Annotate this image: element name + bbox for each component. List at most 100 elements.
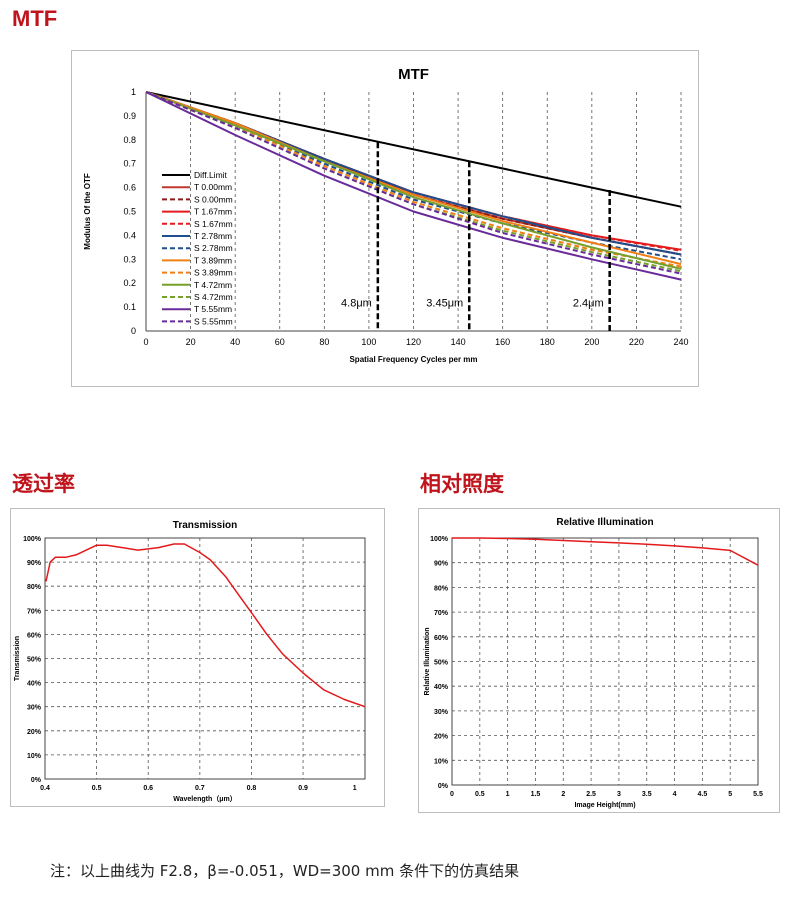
series-line (45, 543, 366, 708)
x-tick-label: 0.9 (298, 785, 308, 792)
x-tick-label: 80 (319, 337, 329, 347)
series-line (145, 91, 682, 281)
legend-label: S 5.55mm (194, 316, 233, 326)
legend-label: T 2.78mm (194, 231, 232, 241)
legend-label: S 4.72mm (194, 292, 233, 302)
y-tick-label: 100% (23, 536, 42, 543)
relative-illumination-chart: Relative Illumination 0 0.5 1 1.5 2 2.5 3 3.5 4 4.… (418, 508, 780, 813)
x-tick-label: 0.5 (92, 785, 102, 792)
y-tick-label: 50% (434, 660, 449, 667)
legend-label: T 0.00mm (194, 182, 232, 192)
x-tick-label: 1 (353, 785, 357, 792)
y-axis-label: Transmission (14, 636, 21, 681)
x-tick-label: 5 (728, 791, 732, 798)
legend-label: T 4.72mm (194, 280, 232, 290)
y-tick-label: 1 (131, 87, 136, 97)
x-tick-label: 160 (495, 337, 510, 347)
y-tick-label: 90% (27, 560, 42, 567)
x-tick-label: 0 (143, 337, 148, 347)
x-tick-label: 3 (617, 791, 621, 798)
y-tick-label: 0.2 (123, 278, 136, 288)
x-tick-label: 100 (361, 337, 376, 347)
x-tick-label: 180 (540, 337, 555, 347)
x-axis-label: Wavelength（μm） (173, 795, 237, 803)
y-tick-label: 90% (434, 561, 449, 568)
y-axis-label: Modulus Of the OTF (83, 173, 92, 250)
frequency-marker-label: 3.45μm (426, 297, 463, 309)
x-tick-label: 0.6 (143, 785, 153, 792)
chart-title: Transmission (173, 520, 237, 531)
x-axis-label: Spatial Frequency Cycles per mm (349, 355, 477, 364)
y-tick-label: 30% (27, 705, 42, 712)
legend-label: S 1.67mm (194, 219, 233, 229)
mtf-chart-canvas: MTF 0 20 40 60 80 100 120 140 160 180 200 220 240 0 0.1… (83, 66, 689, 364)
x-tick-label: 20 (186, 337, 196, 347)
y-tick-label: 10% (434, 758, 449, 765)
y-tick-label: 30% (434, 709, 449, 716)
y-tick-label: 40% (434, 684, 449, 691)
x-tick-label: 0.5 (475, 791, 485, 798)
x-tick-label: 3.5 (642, 791, 652, 798)
relative-illumination-chart-canvas: Relative Illumination 0 0.5 1 1.5 2 2.5 3 3.5 4 4.… (424, 517, 763, 809)
series-line (145, 91, 682, 208)
x-tick-label: 40 (230, 337, 240, 347)
legend-label: T 5.55mm (194, 304, 232, 314)
y-tick-label: 20% (27, 729, 42, 736)
legend-label: S 2.78mm (194, 243, 233, 253)
y-tick-label: 10% (27, 753, 42, 760)
y-tick-label: 0 (131, 326, 136, 336)
plot-border (451, 537, 759, 786)
x-tick-label: 4.5 (697, 791, 707, 798)
chart-title: MTF (398, 66, 429, 83)
x-tick-label: 0.8 (247, 785, 257, 792)
relative-illumination-heading: 相对照度 (420, 473, 504, 496)
legend-label: T 3.89mm (194, 255, 232, 265)
legend-label: Diff.Limit (194, 170, 228, 180)
y-tick-label: 20% (434, 734, 449, 741)
x-axis-label: Image Height(mm) (574, 802, 635, 809)
y-tick-label: 0.7 (123, 159, 136, 169)
x-tick-label: 4 (673, 791, 677, 798)
series-line (145, 91, 682, 270)
y-tick-label: 0.4 (123, 230, 136, 240)
series-line (145, 91, 682, 261)
y-tick-label: 100% (430, 536, 449, 543)
frequency-marker-label: 4.8μm (341, 297, 372, 309)
mtf-heading: MTF (12, 6, 58, 31)
x-tick-label: 140 (451, 337, 466, 347)
transmission-chart: Transmission 0.4 0.5 0.6 0.7 0.8 0.9 1 0% 10% 20% 3… (10, 508, 385, 807)
x-tick-label: 60 (275, 337, 285, 347)
y-tick-label: 70% (27, 608, 42, 615)
x-tick-label: 2 (561, 791, 565, 798)
y-tick-label: 0.9 (123, 111, 136, 121)
mtf-chart: MTF 0 20 40 60 80 100 120 140 160 180 200 220 240 0 0.1… (71, 50, 699, 387)
y-tick-label: 70% (434, 610, 449, 617)
y-axis-label: Relative Illumination (424, 627, 431, 695)
legend-label: T 1.67mm (194, 207, 232, 217)
y-tick-label: 40% (27, 681, 42, 688)
frequency-marker-label: 2.4μm (573, 297, 604, 309)
series-line (145, 91, 682, 266)
x-tick-label: 1 (506, 791, 510, 798)
y-tick-label: 0.8 (123, 135, 136, 145)
x-tick-label: 2.5 (586, 791, 596, 798)
x-tick-label: 120 (406, 337, 421, 347)
y-tick-label: 0.6 (123, 183, 136, 193)
y-tick-label: 0% (438, 783, 449, 790)
y-tick-label: 60% (434, 635, 449, 642)
x-tick-label: 0.4 (40, 785, 50, 792)
x-tick-label: 0.7 (195, 785, 205, 792)
y-tick-label: 0.1 (123, 302, 136, 312)
y-tick-label: 50% (27, 657, 42, 664)
series-line (145, 91, 682, 275)
y-tick-label: 0% (31, 777, 42, 784)
footnote: 注：以上曲线为 F2.8，β=-0.051，WD=300 mm 条件下的仿真结果 (50, 862, 520, 880)
x-tick-label: 220 (629, 337, 644, 347)
chart-title: Relative Illumination (556, 517, 653, 528)
y-tick-label: 0.5 (123, 207, 136, 217)
x-tick-label: 1.5 (531, 791, 541, 798)
y-tick-label: 80% (434, 585, 449, 592)
x-tick-label: 0 (450, 791, 454, 798)
y-tick-label: 0.3 (123, 254, 136, 264)
